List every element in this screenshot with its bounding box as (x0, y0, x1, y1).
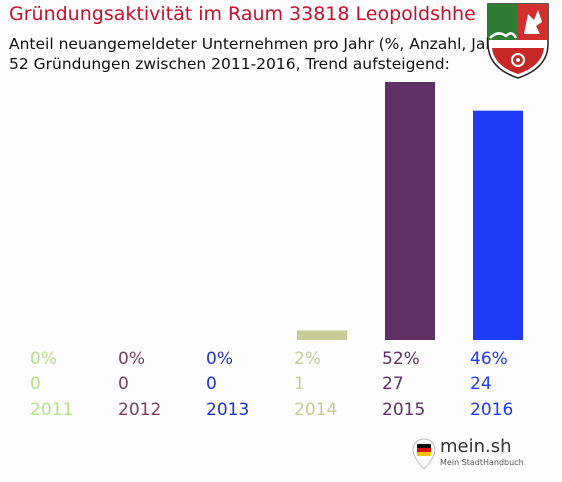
count-label-2011: 0 (30, 374, 41, 394)
percent-label-2015: 52% (382, 349, 420, 369)
percent-label-2012: 0% (118, 349, 145, 369)
location-pin-icon (412, 438, 436, 470)
year-label-2016: 2016 (470, 400, 513, 420)
percent-label-2013: 0% (206, 349, 233, 369)
count-label-2015: 27 (382, 374, 404, 394)
logo-name: mein.sh (440, 436, 512, 457)
percent-label-2016: 46% (470, 349, 508, 369)
mein-sh-logo: mein.sh Mein StadtHandbuch (412, 436, 530, 474)
nrw-coat-of-arms-icon (487, 3, 549, 79)
percent-label-2014: 2% (294, 349, 321, 369)
count-label-2013: 0 (206, 374, 217, 394)
chart-subtitle: Anteil neuangemeldeter Unternehmen pro J… (9, 35, 508, 53)
chart-summary: 52 Gründungen zwischen 2011-2016, Trend … (9, 55, 450, 73)
year-label-2011: 2011 (30, 400, 73, 420)
year-label-2015: 2015 (382, 400, 425, 420)
bar-2015 (385, 82, 435, 340)
percent-label-2011: 0% (30, 349, 57, 369)
count-label-2012: 0 (118, 374, 129, 394)
count-label-2016: 24 (470, 374, 492, 394)
chart-title: Gründungsaktivität im Raum 33818 Leopold… (9, 3, 476, 25)
bar-2014 (297, 330, 347, 340)
logo-tagline: Mein StadtHandbuch (440, 458, 524, 467)
count-label-2014: 1 (294, 374, 305, 394)
year-label-2013: 2013 (206, 400, 249, 420)
year-label-2014: 2014 (294, 400, 337, 420)
bar-2016 (473, 110, 523, 341)
year-label-2012: 2012 (118, 400, 161, 420)
